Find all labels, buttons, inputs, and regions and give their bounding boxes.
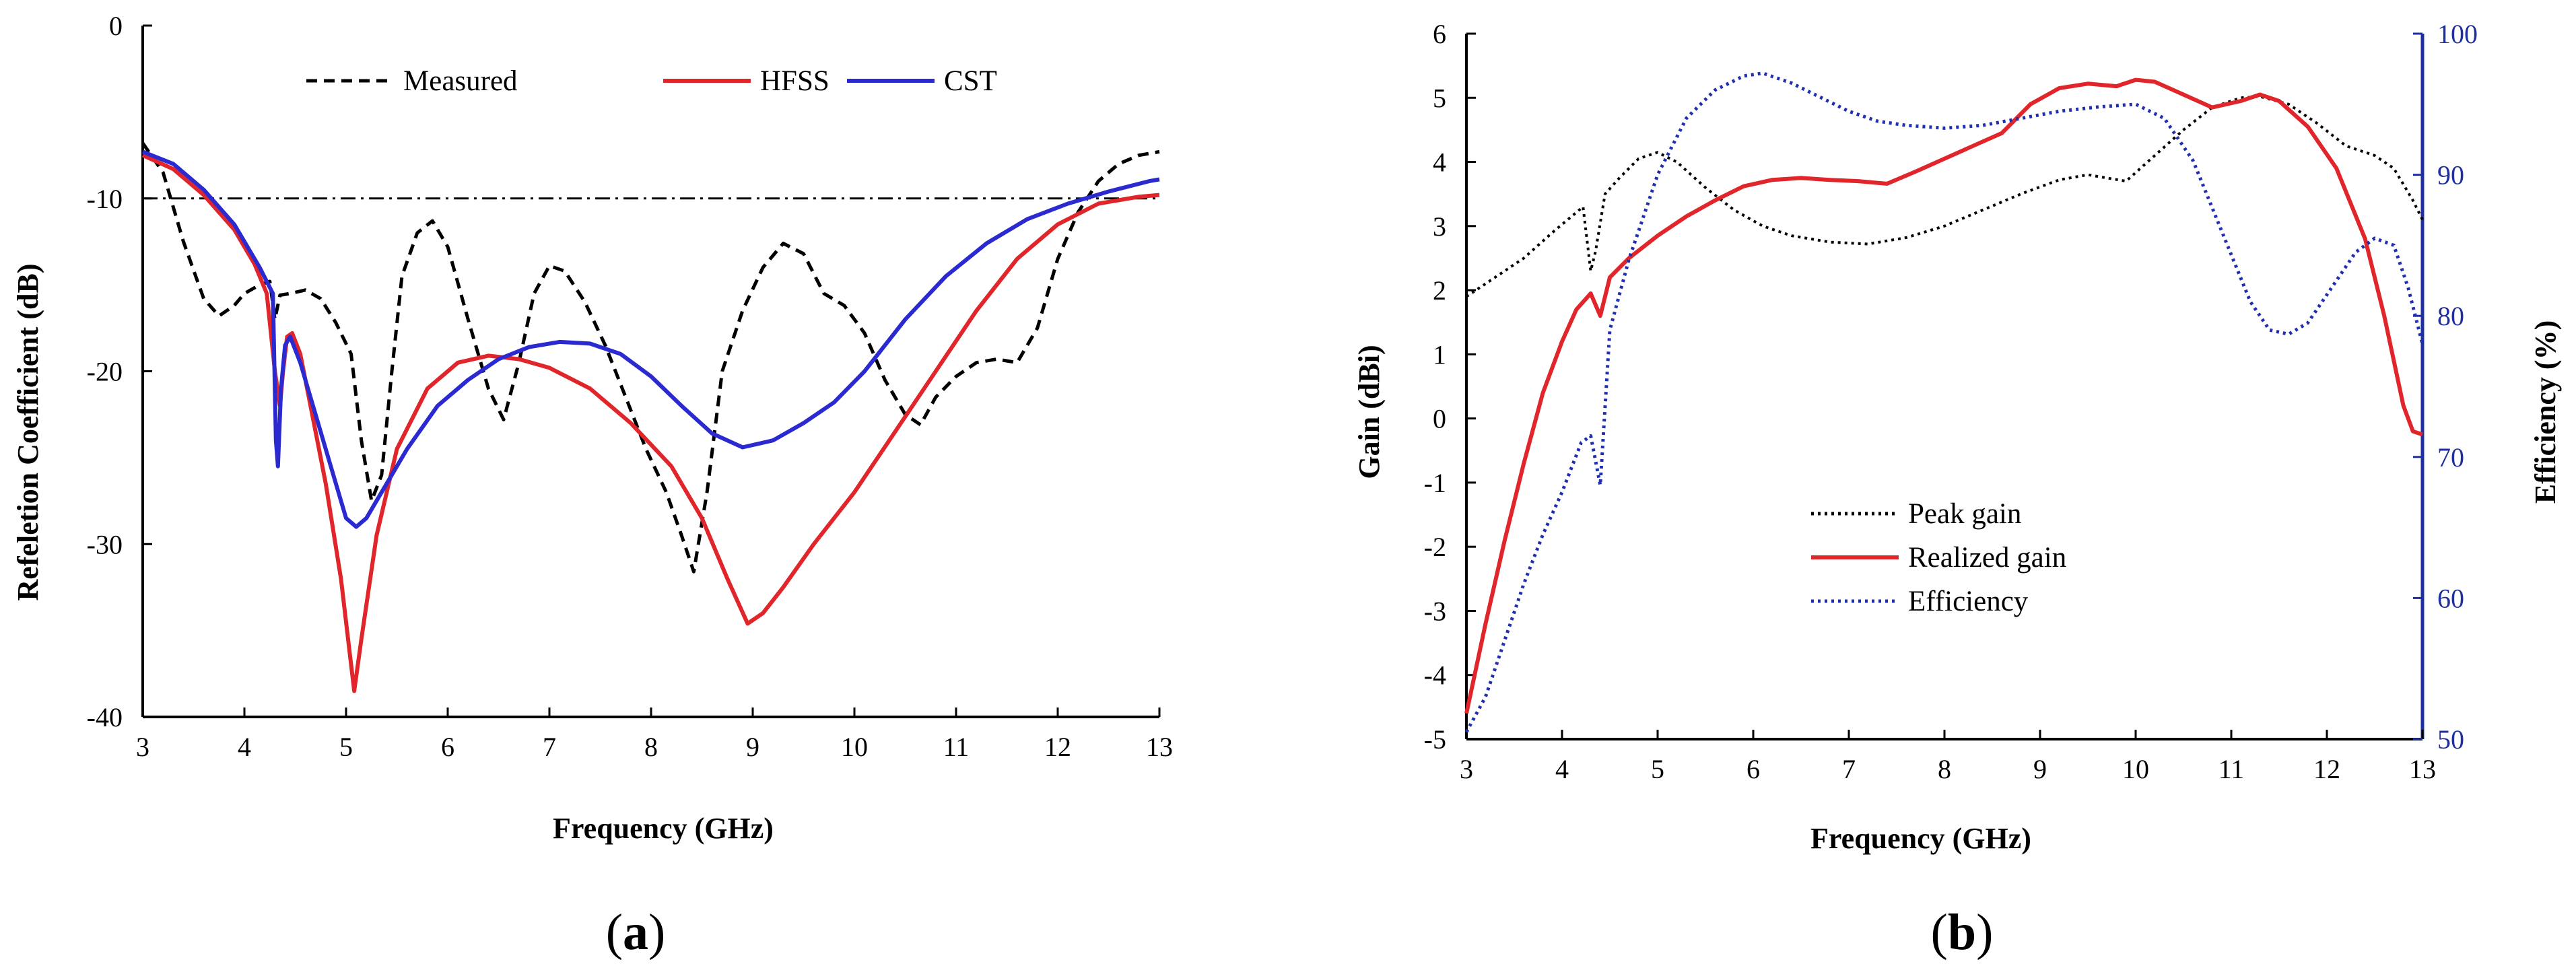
chart-b-legend: Peak gain Realized gain Efficiency: [1811, 498, 2066, 617]
chart-b-y-tick-label: 3: [1433, 211, 1446, 242]
chart-b-x-tick-label: 13: [2409, 754, 2436, 784]
chart-b-y2-tick-label: 60: [2437, 583, 2464, 613]
chart-b-x-tick-label: 7: [1842, 754, 1856, 784]
panel-label-a: (a): [606, 904, 666, 961]
panel-letter-a: a: [623, 904, 648, 961]
chart-a-xlabel: Frequency (GHz): [553, 812, 774, 845]
legend-label-measured: Measured: [403, 65, 518, 97]
chart-a-x-tick-label: 3: [136, 732, 149, 762]
chart-b-y2-tick-label: 100: [2437, 19, 2478, 49]
chart-b-x-tick-label: 9: [2033, 754, 2047, 784]
chart-b-y2-tick-label: 90: [2437, 160, 2464, 191]
chart-a-x-tick-label: 8: [644, 732, 658, 762]
panel-label-b: (b): [1931, 904, 1994, 961]
chart-a-series-measured: [141, 142, 1160, 574]
legend-label-efficiency: Efficiency: [1908, 586, 2029, 617]
panel-letter-b: b: [1948, 904, 1976, 961]
chart-b-y2-tick-label: 80: [2437, 301, 2464, 331]
chart-b-x-tick-label: 12: [2313, 754, 2340, 784]
chart-b-x-tick-label: 10: [2122, 754, 2149, 784]
chart-a-y-tick-label: -40: [87, 702, 123, 732]
chart-a-series-hfss: [141, 153, 1160, 693]
chart-a-y-tick-label: -30: [87, 529, 123, 559]
chart-b-x-tick-label: 3: [1460, 754, 1473, 784]
chart-b-y-tick-label: 0: [1433, 404, 1446, 434]
chart-a-y-tick-label: 0: [109, 11, 123, 41]
chart-a-series-cst: [141, 149, 1160, 529]
chart-b-x-tick-label: 8: [1938, 754, 1951, 784]
chart-panel-a: 3 4 5 6 7 8 9 10 11 12 13 0 -10 -20 -30 -40 Measured HFSS…: [87, 11, 1173, 762]
chart-b-series-peak-gain: [1465, 95, 2424, 298]
chart-a-x-tick-label: 6: [441, 732, 454, 762]
legend-label-hfss: HFSS: [760, 65, 829, 97]
chart-b-ylabel: Gain (dBi): [1353, 345, 1386, 479]
chart-b-y-tick-label: -3: [1424, 596, 1446, 626]
chart-b-y-tick-label: 2: [1433, 275, 1446, 306]
chart-a-x-tick-label: 10: [841, 732, 868, 762]
legend-label-peak-gain: Peak gain: [1908, 498, 2021, 530]
chart-b-y-tick-label: 6: [1433, 19, 1446, 49]
chart-b-series-efficiency: [1464, 71, 2425, 733]
chart-b-y2-tick-label: 50: [2437, 724, 2464, 755]
legend-label-realized-gain: Realized gain: [1908, 542, 2066, 574]
chart-a-x-tick-label: 7: [543, 732, 556, 762]
chart-a-x-tick-label: 5: [339, 732, 353, 762]
chart-b-y-tick-label: -5: [1424, 724, 1446, 755]
chart-a-y-tick-label: -20: [87, 357, 123, 387]
legend-label-cst: CST: [944, 65, 997, 97]
chart-a-ylabel: Refeletion Coefficient (dB): [11, 264, 44, 601]
chart-b-x-tick-label: 11: [2218, 754, 2245, 784]
chart-b-y-tick-label: -2: [1424, 532, 1446, 562]
chart-b-y-tick-label: 1: [1433, 339, 1446, 370]
chart-b-xlabel: Frequency (GHz): [1810, 822, 2031, 855]
chart-b-x-tick-label: 4: [1555, 754, 1569, 784]
chart-b-y2-tick-label: 70: [2437, 442, 2464, 473]
chart-a-y-tick-label: -10: [87, 184, 123, 214]
chart-a-x-tick-label: 13: [1146, 732, 1173, 762]
chart-b-series-realized-gain: [1464, 77, 2423, 714]
chart-b-y-tick-label: -1: [1424, 468, 1446, 498]
chart-b-x-tick-label: 6: [1747, 754, 1760, 784]
chart-b-x-tick-label: 5: [1651, 754, 1664, 784]
chart-b-y2label: Efficiency (%): [2529, 320, 2562, 504]
chart-b-y-tick-label: 5: [1433, 83, 1446, 113]
chart-a-x-tick-label: 9: [746, 732, 759, 762]
chart-a-legend: Measured HFSS CST: [306, 65, 997, 97]
chart-b-y-tick-label: -4: [1424, 660, 1446, 691]
chart-b-y-tick-label: 4: [1433, 147, 1446, 178]
chart-a-x-tick-label: 4: [238, 732, 251, 762]
chart-a-x-tick-label: 11: [943, 732, 970, 762]
chart-a-x-tick-label: 12: [1044, 732, 1071, 762]
chart-panel-b: 3 4 5 6 7 8 9 10 11 12 13-5-4-3-2-1012345650607080…: [1424, 19, 2478, 784]
